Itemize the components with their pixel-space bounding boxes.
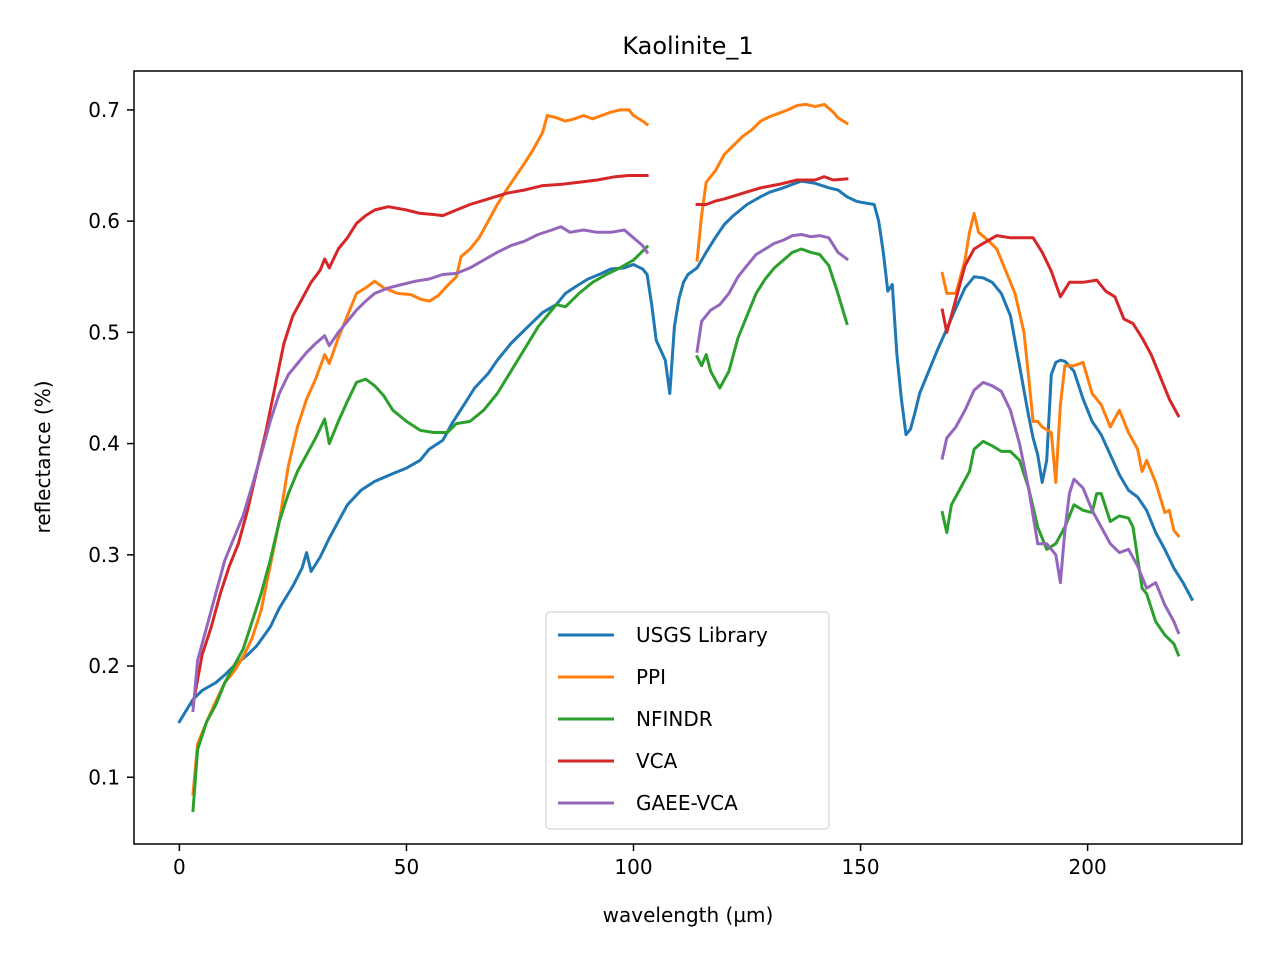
x-tick-label: 100 — [614, 855, 652, 879]
x-tick-label: 50 — [394, 855, 419, 879]
x-tick-label: 150 — [841, 855, 879, 879]
series-line-3-segment-2 — [940, 234, 1181, 418]
y-tick-label: 0.2 — [88, 654, 120, 678]
y-axis-label: reflectance (%) — [31, 380, 55, 533]
series-line-0-segment-0 — [177, 179, 1195, 724]
legend-box — [545, 611, 830, 830]
legend-label: VCA — [636, 749, 678, 773]
x-tick-label: 0 — [173, 855, 186, 879]
x-tick-label: 200 — [1069, 855, 1107, 879]
y-axis: 0.1 0.2 0.3 0.4 0.5 0.6 0.7 — [88, 98, 134, 789]
y-tick-label: 0.4 — [88, 432, 120, 456]
plot-frame — [133, 70, 1243, 845]
y-tick-label: 0.1 — [88, 765, 120, 789]
series-line-1-segment-1 — [695, 102, 849, 262]
legend-label: NFINDR — [636, 707, 713, 731]
y-tick-label: 0.7 — [88, 98, 120, 122]
x-axis-label: wavelength (µm) — [603, 903, 774, 927]
series-line-2-segment-1 — [695, 247, 849, 390]
series-line-3-segment-0 — [191, 174, 649, 707]
plot-area — [177, 102, 1195, 813]
series-line-4-segment-2 — [940, 380, 1181, 635]
series-line-2-segment-2 — [940, 439, 1181, 657]
series-line-1-segment-0 — [191, 108, 650, 796]
x-axis: 0 50 100 150 200 — [173, 844, 1107, 879]
series-line-4-segment-1 — [695, 233, 849, 354]
y-tick-label: 0.5 — [88, 320, 120, 344]
series-line-3-segment-1 — [695, 175, 849, 206]
series-line-4-segment-0 — [191, 225, 650, 713]
y-tick-label: 0.3 — [88, 543, 120, 567]
legend: USGS Library PPI NFINDR VCA GAEE-VCA — [545, 611, 830, 830]
legend-label: PPI — [636, 665, 666, 689]
series-line-1-segment-2 — [940, 211, 1181, 539]
legend-label: USGS Library — [636, 623, 768, 647]
chart-title: Kaolinite_1 — [622, 32, 753, 60]
y-tick-label: 0.6 — [88, 209, 120, 233]
series-line-2-segment-0 — [191, 244, 650, 813]
legend-label: GAEE-VCA — [636, 791, 738, 815]
